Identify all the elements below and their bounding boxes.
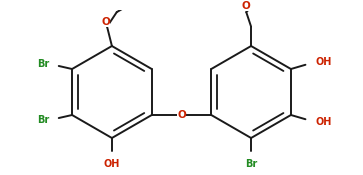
Text: Br: Br (37, 115, 49, 125)
Text: OH: OH (315, 57, 331, 67)
Text: O: O (242, 1, 250, 11)
Text: O: O (102, 17, 110, 27)
Text: OH: OH (315, 117, 331, 127)
Text: O: O (177, 110, 186, 120)
Text: Br: Br (37, 59, 49, 69)
Text: OH: OH (104, 159, 120, 169)
Text: Br: Br (245, 159, 257, 169)
